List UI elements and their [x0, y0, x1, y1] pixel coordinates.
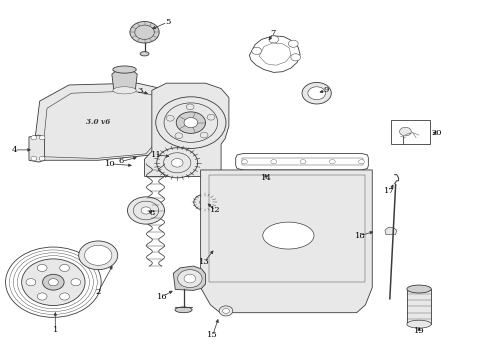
Circle shape [183, 274, 195, 283]
Circle shape [37, 293, 47, 300]
Circle shape [31, 156, 37, 161]
Circle shape [48, 279, 58, 286]
Circle shape [200, 132, 207, 138]
Circle shape [31, 135, 37, 140]
Circle shape [71, 279, 81, 286]
Polygon shape [173, 266, 205, 291]
Circle shape [84, 245, 112, 265]
Text: 19: 19 [413, 327, 424, 335]
Text: 9: 9 [323, 86, 328, 94]
Circle shape [175, 133, 183, 139]
Polygon shape [144, 83, 228, 176]
Circle shape [177, 270, 202, 288]
Text: 14: 14 [261, 174, 271, 182]
Circle shape [130, 22, 159, 43]
Text: 2: 2 [95, 288, 101, 296]
Circle shape [127, 197, 164, 224]
Circle shape [241, 159, 247, 164]
Circle shape [60, 293, 69, 300]
Circle shape [399, 127, 410, 136]
Polygon shape [259, 43, 290, 65]
Circle shape [219, 306, 232, 316]
Text: 11: 11 [151, 151, 162, 159]
Ellipse shape [113, 87, 136, 94]
Circle shape [176, 112, 205, 134]
Circle shape [329, 159, 334, 164]
Polygon shape [32, 83, 166, 160]
Circle shape [42, 274, 64, 290]
Circle shape [270, 159, 276, 164]
Circle shape [199, 199, 209, 206]
Circle shape [166, 116, 174, 121]
Text: 4: 4 [12, 146, 17, 154]
Circle shape [157, 148, 197, 178]
Text: 12: 12 [209, 207, 220, 215]
Circle shape [171, 158, 183, 167]
Circle shape [222, 309, 229, 314]
Text: 6: 6 [119, 157, 124, 165]
Text: 16: 16 [157, 293, 167, 301]
Circle shape [300, 159, 305, 164]
Circle shape [79, 241, 118, 270]
Circle shape [207, 114, 215, 120]
Circle shape [163, 103, 217, 142]
Polygon shape [406, 289, 430, 324]
Circle shape [156, 97, 225, 148]
Circle shape [39, 156, 45, 161]
Ellipse shape [175, 307, 192, 313]
Circle shape [21, 259, 85, 306]
Circle shape [186, 104, 194, 110]
Circle shape [26, 279, 36, 286]
Polygon shape [200, 170, 371, 313]
Polygon shape [384, 227, 396, 234]
Circle shape [193, 194, 215, 210]
Ellipse shape [262, 222, 313, 249]
Circle shape [133, 201, 158, 220]
Text: 8: 8 [149, 209, 154, 217]
Polygon shape [42, 91, 159, 158]
Text: 3.0 v6: 3.0 v6 [86, 118, 110, 126]
Circle shape [37, 264, 47, 271]
Text: 18: 18 [354, 231, 365, 240]
Circle shape [290, 54, 300, 61]
Circle shape [307, 87, 325, 100]
Ellipse shape [406, 285, 430, 293]
Ellipse shape [113, 66, 136, 73]
Polygon shape [112, 69, 137, 90]
Circle shape [302, 82, 330, 104]
Circle shape [163, 153, 190, 173]
Polygon shape [29, 135, 44, 162]
Circle shape [268, 36, 278, 43]
Text: 15: 15 [207, 331, 218, 339]
Circle shape [39, 135, 45, 140]
Text: 13: 13 [199, 258, 209, 266]
Circle shape [251, 47, 261, 54]
Text: 7: 7 [269, 29, 275, 37]
Circle shape [141, 207, 151, 214]
Text: 5: 5 [164, 18, 170, 26]
Text: 3: 3 [137, 87, 142, 95]
Circle shape [288, 40, 298, 47]
Circle shape [60, 264, 69, 271]
Text: 20: 20 [431, 129, 442, 137]
Circle shape [135, 25, 154, 40]
Circle shape [358, 159, 364, 164]
Ellipse shape [406, 320, 430, 328]
Text: 10: 10 [105, 160, 116, 168]
Circle shape [183, 118, 197, 128]
Text: 1: 1 [53, 326, 58, 334]
Text: 17: 17 [384, 188, 394, 195]
Ellipse shape [140, 51, 149, 56]
